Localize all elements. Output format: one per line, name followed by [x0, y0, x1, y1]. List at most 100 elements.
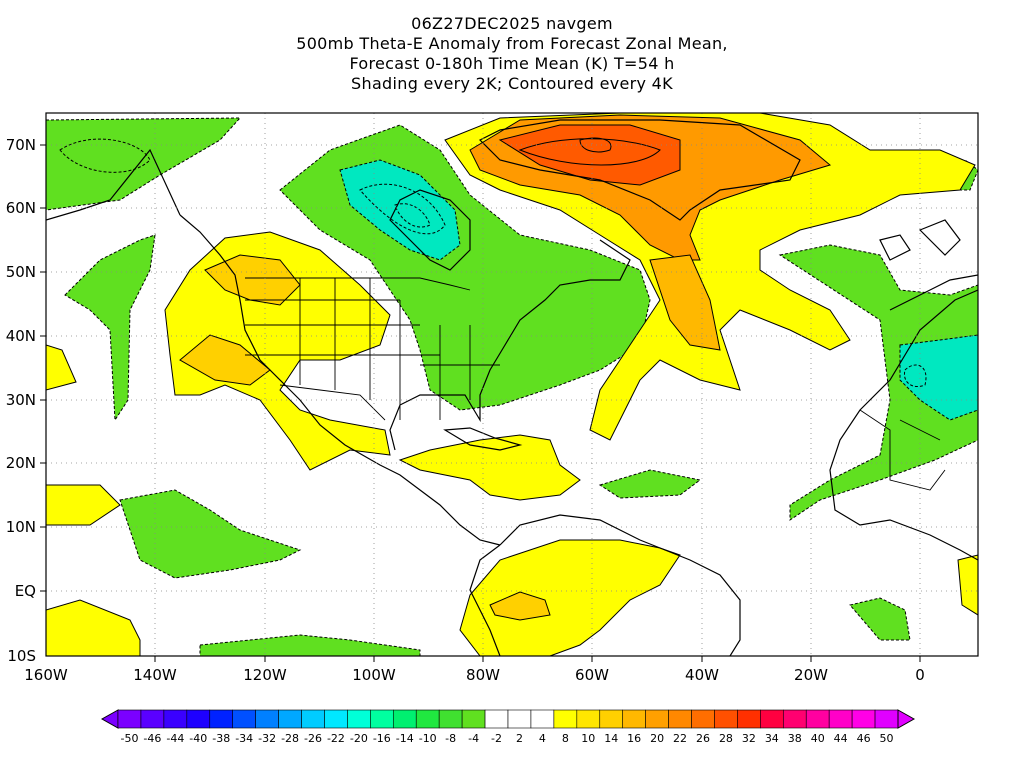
- green-anomaly-northeast-pacific: [46, 117, 242, 211]
- colorbar-swatch: [186, 709, 211, 729]
- colorbar-arrow-min: [100, 709, 119, 729]
- colorbar-label: -20: [350, 732, 368, 745]
- colorbar-swatch: [392, 709, 417, 729]
- x-tick-label: 100W: [352, 666, 396, 684]
- coastline-hudson-bay: [389, 189, 471, 271]
- contour-iberia: [903, 364, 927, 387]
- colorbar-arrow-max: [897, 709, 916, 729]
- colorbar-swatch: [415, 709, 440, 729]
- y-tick-label: 50N: [6, 263, 36, 281]
- x-axis: 160W 140W 120W 100W 80W 60W 40W 20W 0: [24, 656, 925, 684]
- contour-lines: [59, 137, 927, 387]
- colorbar-swatch: [117, 709, 142, 729]
- contour-pacific-nw: [59, 138, 151, 173]
- coastline-europe: [889, 274, 978, 311]
- colorbar-swatch: [255, 709, 279, 729]
- colorbar-label: 2: [516, 732, 523, 745]
- x-tick-label: 140W: [133, 666, 177, 684]
- colorbar-swatch: [622, 709, 646, 729]
- coastlines: [46, 119, 978, 656]
- colorbar-swatch: [645, 709, 669, 729]
- title-line-3: Forecast 0-180h Time Mean (K) T=54 h: [349, 54, 675, 73]
- colorbar-label: 14: [604, 732, 618, 745]
- title-line-4: Shading every 2K; Contoured every 4K: [351, 74, 673, 93]
- yellow-anomaly-south-america: [459, 539, 681, 656]
- colorbar-label: -50: [120, 732, 138, 745]
- y-tick-label: 10N: [6, 518, 36, 536]
- colorbar-swatch: [278, 709, 302, 729]
- coastline-south-america: [499, 514, 741, 656]
- colorbar-label: 50: [880, 732, 894, 745]
- orange-anomaly-amazon: [489, 591, 551, 621]
- green-anomaly-west-africa: [598, 469, 702, 499]
- colorbar-swatch: [370, 709, 394, 729]
- coastline-cuba: [443, 427, 523, 451]
- colorbar-swatch: [714, 709, 738, 729]
- x-tick-label: 20W: [794, 666, 828, 684]
- colorbar-label: 38: [788, 732, 802, 745]
- border-africa: [859, 409, 946, 491]
- colorbar-swatch: [737, 709, 761, 729]
- y-tick-label: 30N: [6, 391, 36, 409]
- colorbar-swatch: [140, 709, 165, 729]
- contour-hudson-2: [394, 203, 431, 228]
- green-anomaly-east-atlantic: [778, 244, 978, 521]
- colorbar-label: -14: [396, 732, 414, 745]
- colorbar-label: -38: [212, 732, 230, 745]
- coastline-greenland: [478, 119, 801, 221]
- colorbar-swatch: [553, 709, 578, 729]
- colorbar-swatch: [760, 709, 784, 729]
- colorbar-swatch: [668, 709, 692, 729]
- colorbar-swatch: [805, 709, 830, 729]
- colorbar-swatch: [324, 709, 348, 729]
- colorbar-label: 32: [742, 732, 756, 745]
- colorbar-label: 26: [696, 732, 710, 745]
- green-anomaly-east-pacific-band: [64, 234, 156, 422]
- contour-greenland-1: [518, 138, 661, 166]
- colorbar-label: -22: [327, 732, 345, 745]
- colorbar-label: -44: [166, 732, 184, 745]
- colorbar-label: -8: [445, 732, 456, 745]
- political-borders: [245, 277, 946, 491]
- contour-hudson-1: [359, 183, 446, 235]
- title-line-1: 06Z27DEC2025 navgem: [411, 14, 613, 33]
- green-anomaly-south-atlantic: [849, 597, 911, 641]
- colorbar: -50 -46 -44 -40 -38 -34 -32 -28 -26 -22 -20 -16 -14-…: [100, 709, 916, 745]
- colorbar-swatch: [209, 709, 234, 729]
- colorbar-label: -26: [304, 732, 322, 745]
- contour-greenland-2: [579, 137, 612, 153]
- colorbar-label: -46: [143, 732, 161, 745]
- colorbar-swatch: [874, 709, 899, 729]
- border-us-states: [245, 278, 500, 420]
- colorbar-swatch: [576, 709, 601, 729]
- colorbar-swatch: [599, 709, 624, 729]
- colorbar-swatch: [851, 709, 876, 729]
- colorbar-swatch: [530, 709, 555, 729]
- colorbar-swatch: [828, 709, 853, 729]
- yellow-anomaly-west-coast-mexico-edge: [46, 344, 77, 391]
- coastline-gulf-atlantic: [389, 239, 631, 451]
- y-tick-label: 60N: [6, 199, 36, 217]
- colorbar-label: -2: [491, 732, 502, 745]
- x-tick-label: 0: [915, 666, 925, 684]
- cyan-anomaly-iberia: [899, 334, 978, 421]
- x-tick-label: 80W: [466, 666, 500, 684]
- colorbar-swatch: [484, 709, 509, 729]
- graticule: [46, 113, 978, 656]
- coastline-north-america-west: [179, 214, 501, 546]
- colorbar-label: 34: [765, 732, 779, 745]
- x-tick-label: 160W: [24, 666, 68, 684]
- x-tick-label: 120W: [243, 666, 287, 684]
- cyan-anomaly-hudson-bay: [339, 159, 461, 261]
- colorbar-swatch: [347, 709, 371, 729]
- x-tick-label: 40W: [685, 666, 719, 684]
- y-tick-label: 10S: [7, 647, 36, 665]
- colorbar-label: 16: [627, 732, 641, 745]
- x-tick-label: 60W: [575, 666, 609, 684]
- colorbar-label: 40: [811, 732, 825, 745]
- colorbar-label: -16: [373, 732, 391, 745]
- colorbar-label: 22: [673, 732, 687, 745]
- green-anomaly-southeast-pacific: [199, 634, 421, 656]
- coastline-alaska: [46, 148, 181, 221]
